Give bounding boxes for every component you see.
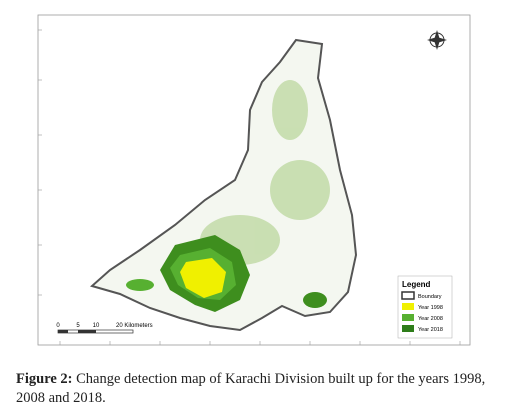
built-up-2008: [126, 279, 154, 291]
boundary: [89, 38, 358, 332]
legend-label: Year 2018: [418, 327, 443, 333]
caption-label: Figure 2:: [16, 371, 73, 387]
legend-label: Year 2008: [418, 316, 443, 322]
scale-label: 10: [93, 323, 100, 329]
map: 0 5 10 20 Kilometers Legend Boundary Yea…: [37, 14, 471, 346]
built-up-2018: [303, 292, 327, 308]
scale-label: 20 Kilometers: [116, 323, 153, 329]
legend-title: Legend: [402, 280, 431, 289]
built-up-1998: [180, 258, 226, 298]
scale-label: 0: [56, 323, 60, 329]
graticule-ticks: [38, 29, 461, 345]
caption: Figure 2: Change detection map of Karach…: [16, 370, 506, 408]
legend-label: Boundary: [418, 294, 442, 300]
north-arrow: [427, 30, 447, 50]
legend-label: Year 1998: [418, 305, 443, 311]
caption-text: Change detection map of Karachi Division…: [16, 371, 486, 406]
scale-bar: [57, 329, 134, 334]
scatter-settlements: [200, 80, 330, 265]
legend: Legend Boundary Year 1998 Year 2008 Year…: [397, 275, 453, 339]
scale-label: 5: [76, 323, 80, 329]
